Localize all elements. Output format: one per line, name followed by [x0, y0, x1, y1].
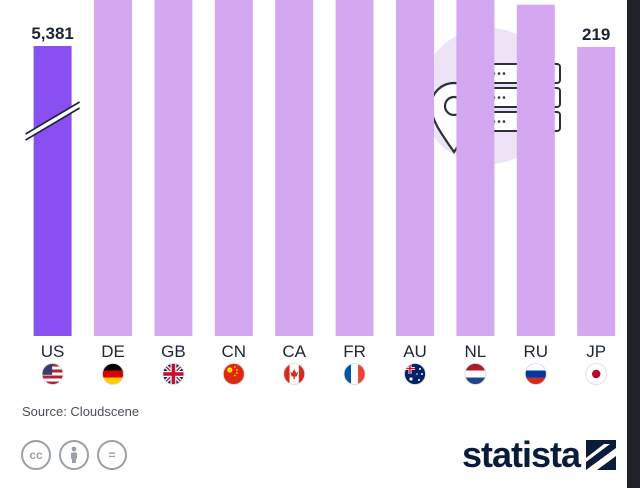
- statista-logo[interactable]: statista: [462, 434, 617, 476]
- nl-flag-icon: [464, 363, 487, 385]
- equals-icon[interactable]: =: [97, 440, 127, 470]
- source-note: Source: Cloudscene: [22, 404, 140, 419]
- value-label: 219: [582, 25, 610, 44]
- brand-name: statista: [462, 434, 581, 475]
- bar-de: [94, 0, 132, 336]
- bar-cn: [214, 0, 253, 336]
- license-icons: cc =: [21, 440, 127, 470]
- category-label: FR: [343, 342, 366, 361]
- statista-mark-icon: [586, 440, 617, 470]
- category-label: JP: [586, 342, 606, 361]
- cn-flag-icon: [222, 363, 245, 385]
- category-label: GB: [161, 342, 186, 361]
- de-flag-icon: [102, 363, 124, 385]
- bar-au: [396, 0, 434, 336]
- au-flag-icon: [404, 363, 426, 385]
- category-label: NL: [465, 342, 487, 361]
- category-label: CN: [222, 342, 247, 361]
- bar-nl: [456, 0, 495, 337]
- bar-fr: [335, 0, 374, 336]
- value-label: 5,381: [31, 24, 74, 43]
- category-label: AU: [403, 342, 427, 361]
- window-edge: [627, 0, 640, 488]
- fr-flag-icon: [343, 363, 366, 385]
- bar-jp: [577, 46, 616, 337]
- axis-break-line: [25, 107, 81, 141]
- ru-flag-icon: [524, 363, 547, 385]
- axis-break-mark: [25, 102, 80, 140]
- bar-us: [33, 46, 72, 336]
- category-label: CA: [282, 342, 306, 361]
- jp-flag-icon: [585, 363, 608, 385]
- cc-icon[interactable]: cc: [21, 440, 51, 470]
- gb-flag-icon: [162, 363, 185, 385]
- bar-ca: [275, 0, 314, 336]
- bar-ru: [516, 4, 555, 337]
- category-label: DE: [101, 342, 125, 361]
- bar-gb: [154, 0, 193, 336]
- category-label: US: [41, 342, 65, 361]
- value-label: 251: [522, 0, 550, 2]
- axis-break-line: [25, 101, 81, 135]
- category-label: RU: [524, 342, 549, 361]
- person-icon[interactable]: [59, 440, 89, 470]
- bar-chart: 5,381US521DE514GB449CN336CA315FR307AU297…: [25, 0, 616, 385]
- ca-flag-icon: [283, 363, 306, 385]
- us-flag-icon: [41, 363, 64, 385]
